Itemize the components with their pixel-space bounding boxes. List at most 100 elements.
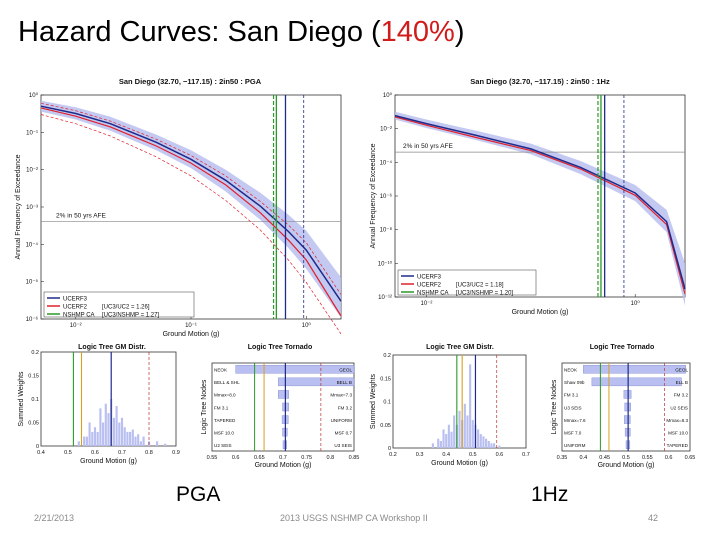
- c3-x-tick-label: 0.65: [254, 455, 265, 461]
- c1-y-tick-label: 10⁻²: [380, 127, 392, 133]
- c1-y-tick-label: 10⁻⁶: [380, 193, 393, 200]
- c5-tornado-left-label: UNIFORM: [564, 443, 586, 448]
- c3-tornado-right-label: GEOL: [339, 368, 352, 373]
- c1-y-tick-label: 10⁻⁴: [380, 159, 393, 166]
- c1-y-tick-label: 10⁰: [383, 92, 393, 99]
- c3-tornado-left-label: TAPERED: [214, 418, 236, 423]
- c5-tornado-right-label: GEOL: [675, 368, 688, 373]
- c2-x-tick-label: 0.8: [145, 450, 153, 456]
- c3-tornado-bar: [278, 390, 289, 399]
- c3-tornado-left-label: FM 3.1: [214, 405, 229, 410]
- slide-title-suffix: ): [454, 16, 465, 48]
- c3-x-tick-label: 0.7: [279, 455, 287, 461]
- c0-y-tick-label: 10⁻³: [26, 205, 38, 211]
- c3-tornado-left-label: MSF 10.0: [214, 430, 234, 435]
- c3-x-tick-label: 0.85: [349, 455, 360, 461]
- c3-tornado-left-label: NEOK: [214, 368, 228, 373]
- c3-tornado-left-label: U2 SEIS: [214, 443, 232, 448]
- c4-bar: [453, 415, 456, 448]
- c2-bar: [123, 427, 126, 446]
- c5-y-axis-label: Logic Tree Nodes: [551, 379, 558, 434]
- slide-title: Hazard Curves: San Diego (140%): [18, 16, 465, 49]
- c4-bar: [447, 424, 450, 448]
- c4-bar: [437, 438, 440, 448]
- c3-tornado-bar: [235, 365, 355, 374]
- c2-bar: [139, 441, 142, 446]
- c2-bar: [83, 436, 86, 446]
- c4-x-axis-label: Ground Motion (g): [431, 460, 488, 467]
- c3-tornado-right-label: MSF 0.7: [335, 430, 353, 435]
- c1-y-axis-label: Annual Frequency of Exceedance: [370, 143, 377, 248]
- c4-bar: [466, 415, 469, 448]
- c4-y-tick-label: 0.1: [383, 400, 391, 406]
- c5-x-tick-label: 0.55: [642, 455, 653, 461]
- c5-x-tick-label: 0.65: [685, 455, 696, 461]
- c4-bar: [490, 443, 493, 448]
- c4-bar: [431, 443, 434, 448]
- c1-afe-annotation: 2% in 50 yrs AFE: [403, 143, 454, 150]
- c0-x-tick-label: 10⁻¹: [185, 323, 197, 329]
- c4-bar: [458, 410, 461, 448]
- c5-tornado-right-label: Mmax=8.3: [666, 418, 688, 423]
- c5-tornado-right-label: U2 SEIS: [670, 405, 688, 410]
- c0-legend-label: UCERF2: [63, 305, 88, 311]
- c0-legend-box: [43, 291, 195, 318]
- c2-y-axis-label: Summed Weights: [18, 371, 25, 427]
- c1-legend-box: [397, 269, 537, 296]
- c0-y-tick-label: 10⁻⁴: [26, 241, 39, 248]
- c0-y-tick-label: 10⁻⁶: [26, 316, 39, 323]
- c2-y-tick-label: 0.05: [28, 421, 39, 427]
- c1-y-tick-label: 10⁻¹⁰: [378, 260, 393, 267]
- c3-y-axis-label: Logic Tree Nodes: [201, 379, 208, 434]
- c5-tornado-left-label: Mmax=7.6: [564, 418, 586, 423]
- c4-y-tick-label: 0.2: [383, 353, 391, 359]
- caption-pga: PGA: [176, 483, 221, 506]
- c0-legend-note: [UC3/UC2 = 1.26]: [102, 305, 150, 311]
- c3-tornado-left-label: BELL & SHL: [214, 380, 240, 385]
- c3-tornado-right-label: U3 SEIS: [334, 443, 352, 448]
- c5-tornado-right-label: MSF 10.0: [668, 430, 688, 435]
- c5-tornado-bar: [583, 365, 686, 374]
- c2-bar: [91, 431, 94, 446]
- c1-chart-title: San Diego (32.70, −117.15) : 2in50 : 1Hz: [470, 77, 610, 86]
- c2-bar: [118, 422, 121, 446]
- c5-tornado-right-label: FM 3.2: [674, 393, 689, 398]
- c2-bar: [115, 406, 118, 446]
- c1-legend-note: [UC3/NSHMP = 1.20]: [456, 291, 513, 297]
- c2-bar: [156, 441, 159, 446]
- c4-bar: [439, 441, 442, 448]
- c3-tornado-left-label: Mmax=8.0: [214, 393, 236, 398]
- c3-chart-title: Logic Tree Tornado: [248, 344, 312, 351]
- c4-chart-title: Logic Tree GM Distr.: [426, 344, 494, 351]
- c2-x-tick-label: 0.4: [37, 450, 45, 456]
- c2-chart-title: Logic Tree GM Distr.: [78, 344, 146, 351]
- c1-ucerf2-curve: [394, 116, 686, 295]
- c4-y-tick-label: 0: [388, 446, 391, 452]
- c2-bar: [142, 436, 145, 446]
- c5-tornado-left-label: U3 SEIS: [564, 405, 582, 410]
- c5-x-tick-label: 0.5: [622, 455, 630, 461]
- caption-1hz: 1Hz: [531, 483, 569, 506]
- c3-tornado-right-label: UNIFORM: [331, 418, 353, 423]
- c4-x-tick-label: 0.2: [389, 452, 397, 458]
- c0-x-tick-label: 10⁻²: [70, 323, 82, 329]
- c5-x-axis-label: Ground Motion (g): [598, 462, 655, 469]
- c5-tornado-left-label: FM 3.1: [564, 393, 579, 398]
- c0-y-tick-label: 10⁰: [29, 92, 39, 99]
- c0-y-axis-label: Annual Frequency of Exceedance: [15, 154, 22, 259]
- c1-x-axis-label: Ground Motion (g): [512, 309, 569, 316]
- c0-plot-area: [40, 94, 342, 320]
- c4-bar: [477, 429, 480, 448]
- c2-bar: [107, 413, 110, 446]
- c1-legend-label: NSHMP CA: [417, 291, 449, 297]
- c4-x-tick-label: 0.4: [442, 452, 450, 458]
- c2-bar: [164, 443, 167, 446]
- c1-x-tick-label: 10⁰: [631, 300, 641, 307]
- c5-tornado-right-label: TAPERED: [667, 443, 689, 448]
- c2-x-tick-label: 0.6: [91, 450, 99, 456]
- c2-bar: [96, 431, 99, 446]
- c2-x-tick-label: 0.9: [172, 450, 180, 456]
- c3-x-axis-label: Ground Motion (g): [255, 462, 312, 469]
- c4-bar: [469, 364, 472, 448]
- c4-y-tick-label: 0.15: [380, 376, 391, 382]
